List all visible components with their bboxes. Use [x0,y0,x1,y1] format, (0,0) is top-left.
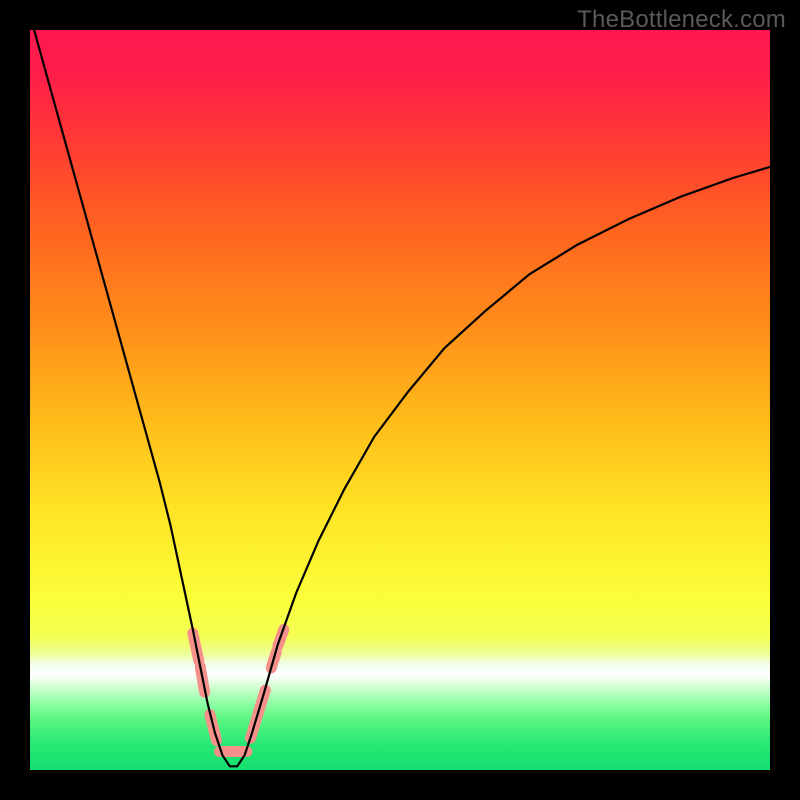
plot-svg [30,30,770,770]
plot-area [30,30,770,770]
gradient-background [30,30,770,770]
chart-frame: TheBottleneck.com [0,0,800,800]
